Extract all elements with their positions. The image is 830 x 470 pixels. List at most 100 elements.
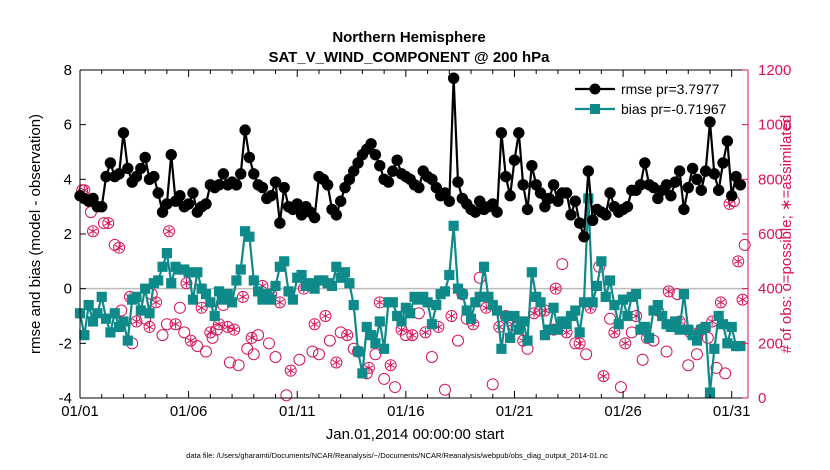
rmse-point xyxy=(139,151,151,164)
obs-assimilated-ring xyxy=(102,217,115,230)
obs-assimilated-ring xyxy=(549,282,562,295)
bias-point xyxy=(140,283,151,294)
obs-possible-point xyxy=(614,381,627,394)
obs-assimilated-ring xyxy=(284,364,297,377)
bias-point xyxy=(457,289,468,300)
obs-possible-point xyxy=(660,345,673,358)
bias-point xyxy=(735,340,746,352)
bias-point xyxy=(105,327,116,338)
asterisk-stroke xyxy=(206,329,215,336)
bias-point xyxy=(122,335,133,346)
bias-point xyxy=(422,297,433,308)
asterisk-stroke xyxy=(734,258,743,265)
obs-assimilated-point xyxy=(662,285,675,298)
rmse-point xyxy=(104,157,117,169)
rmse-point xyxy=(278,181,290,194)
bias-point xyxy=(609,299,620,311)
bias-point xyxy=(92,308,103,319)
obs-assimilated-ring xyxy=(445,310,458,322)
plot-background xyxy=(80,70,748,398)
rmse-point xyxy=(447,72,460,84)
bias-point xyxy=(465,313,477,324)
rmse-point xyxy=(182,198,195,210)
bias-point xyxy=(192,267,203,278)
x-tick-label: 01/01 xyxy=(61,403,99,420)
obs-possible-point xyxy=(486,378,499,391)
obs-assimilated-ring xyxy=(169,318,182,331)
rmse-series xyxy=(74,72,747,243)
bias-point xyxy=(570,305,581,316)
bias-point xyxy=(248,275,259,286)
obs-possible-point xyxy=(223,356,236,369)
asterisk-stroke xyxy=(386,362,395,368)
obs-assimilated-point xyxy=(308,318,321,331)
rmse-point xyxy=(582,165,595,177)
bias-point xyxy=(131,291,142,302)
rmse-point xyxy=(330,209,343,221)
bias-point xyxy=(379,343,390,354)
asterisk-stroke xyxy=(716,299,725,306)
bias-point xyxy=(535,297,546,308)
obs-possible-point xyxy=(306,345,319,358)
bias-point xyxy=(522,335,533,346)
rmse-point xyxy=(321,179,334,191)
obs-assimilated-ring xyxy=(619,337,632,350)
y-axis-label: rmse and bias (model - observation) xyxy=(27,114,44,354)
bias-point xyxy=(187,294,199,305)
obs-possible-point xyxy=(160,318,173,331)
rmse-point xyxy=(491,206,503,218)
bias-point xyxy=(500,310,511,322)
rmse-point xyxy=(673,165,686,177)
legend: rmse pr=3.7977 bias pr=-0.71967 xyxy=(575,81,727,117)
rmse-point xyxy=(174,190,186,202)
asterisk-stroke xyxy=(186,337,195,344)
y-tick-label: -4 xyxy=(59,390,72,407)
asterisk-stroke xyxy=(310,321,319,327)
bias-point xyxy=(509,310,520,322)
rmse-point xyxy=(521,203,534,216)
asterisk-stroke xyxy=(88,228,98,234)
obs-assimilated-point xyxy=(341,329,354,342)
rmse-point xyxy=(504,190,516,202)
obs-assimilated-point xyxy=(373,296,386,309)
plot-area xyxy=(80,70,748,398)
obs-possible-point xyxy=(580,348,593,361)
bias-point xyxy=(326,280,338,292)
obs-assimilated-point xyxy=(549,282,562,295)
bias-point xyxy=(474,291,485,302)
obs-assimilated-point xyxy=(284,364,297,377)
bias-point xyxy=(231,275,242,286)
bias-point xyxy=(617,294,629,305)
bias-point xyxy=(613,319,624,330)
bias-point xyxy=(287,294,298,305)
asterisk-stroke xyxy=(664,288,673,295)
rmse-point xyxy=(734,179,747,191)
asterisk-stroke xyxy=(575,340,584,347)
bias-point xyxy=(96,291,107,302)
legend-bias-marker xyxy=(590,104,600,114)
bias-point xyxy=(639,321,650,333)
rmse-point xyxy=(117,127,130,139)
bias-point xyxy=(387,297,398,308)
asterisk-stroke xyxy=(599,373,608,379)
bias-point xyxy=(209,310,220,322)
bias-point xyxy=(374,316,385,327)
rmse-point xyxy=(230,179,243,191)
obs-assimilated-point xyxy=(608,326,621,339)
asterisk-stroke xyxy=(286,367,295,374)
rmse-point xyxy=(113,168,125,180)
chart-subtitle: SAT_V_WIND_COMPONENT @ 200 hPa xyxy=(268,49,550,66)
bias-point xyxy=(348,299,359,311)
y2-tick-label: 400 xyxy=(758,281,783,298)
asterisk-stroke xyxy=(447,313,456,319)
asterisk-stroke xyxy=(214,321,224,327)
rmse-point xyxy=(560,187,573,199)
obs-possible-point xyxy=(269,351,282,363)
obs-assimilated-point xyxy=(87,225,100,238)
rmse-point xyxy=(682,181,694,194)
obs-assimilated-ring xyxy=(221,320,234,333)
obs-assimilated-point xyxy=(732,255,745,268)
rmse-point xyxy=(586,214,599,227)
asterisk-stroke xyxy=(375,299,384,306)
bias-point xyxy=(270,280,281,292)
